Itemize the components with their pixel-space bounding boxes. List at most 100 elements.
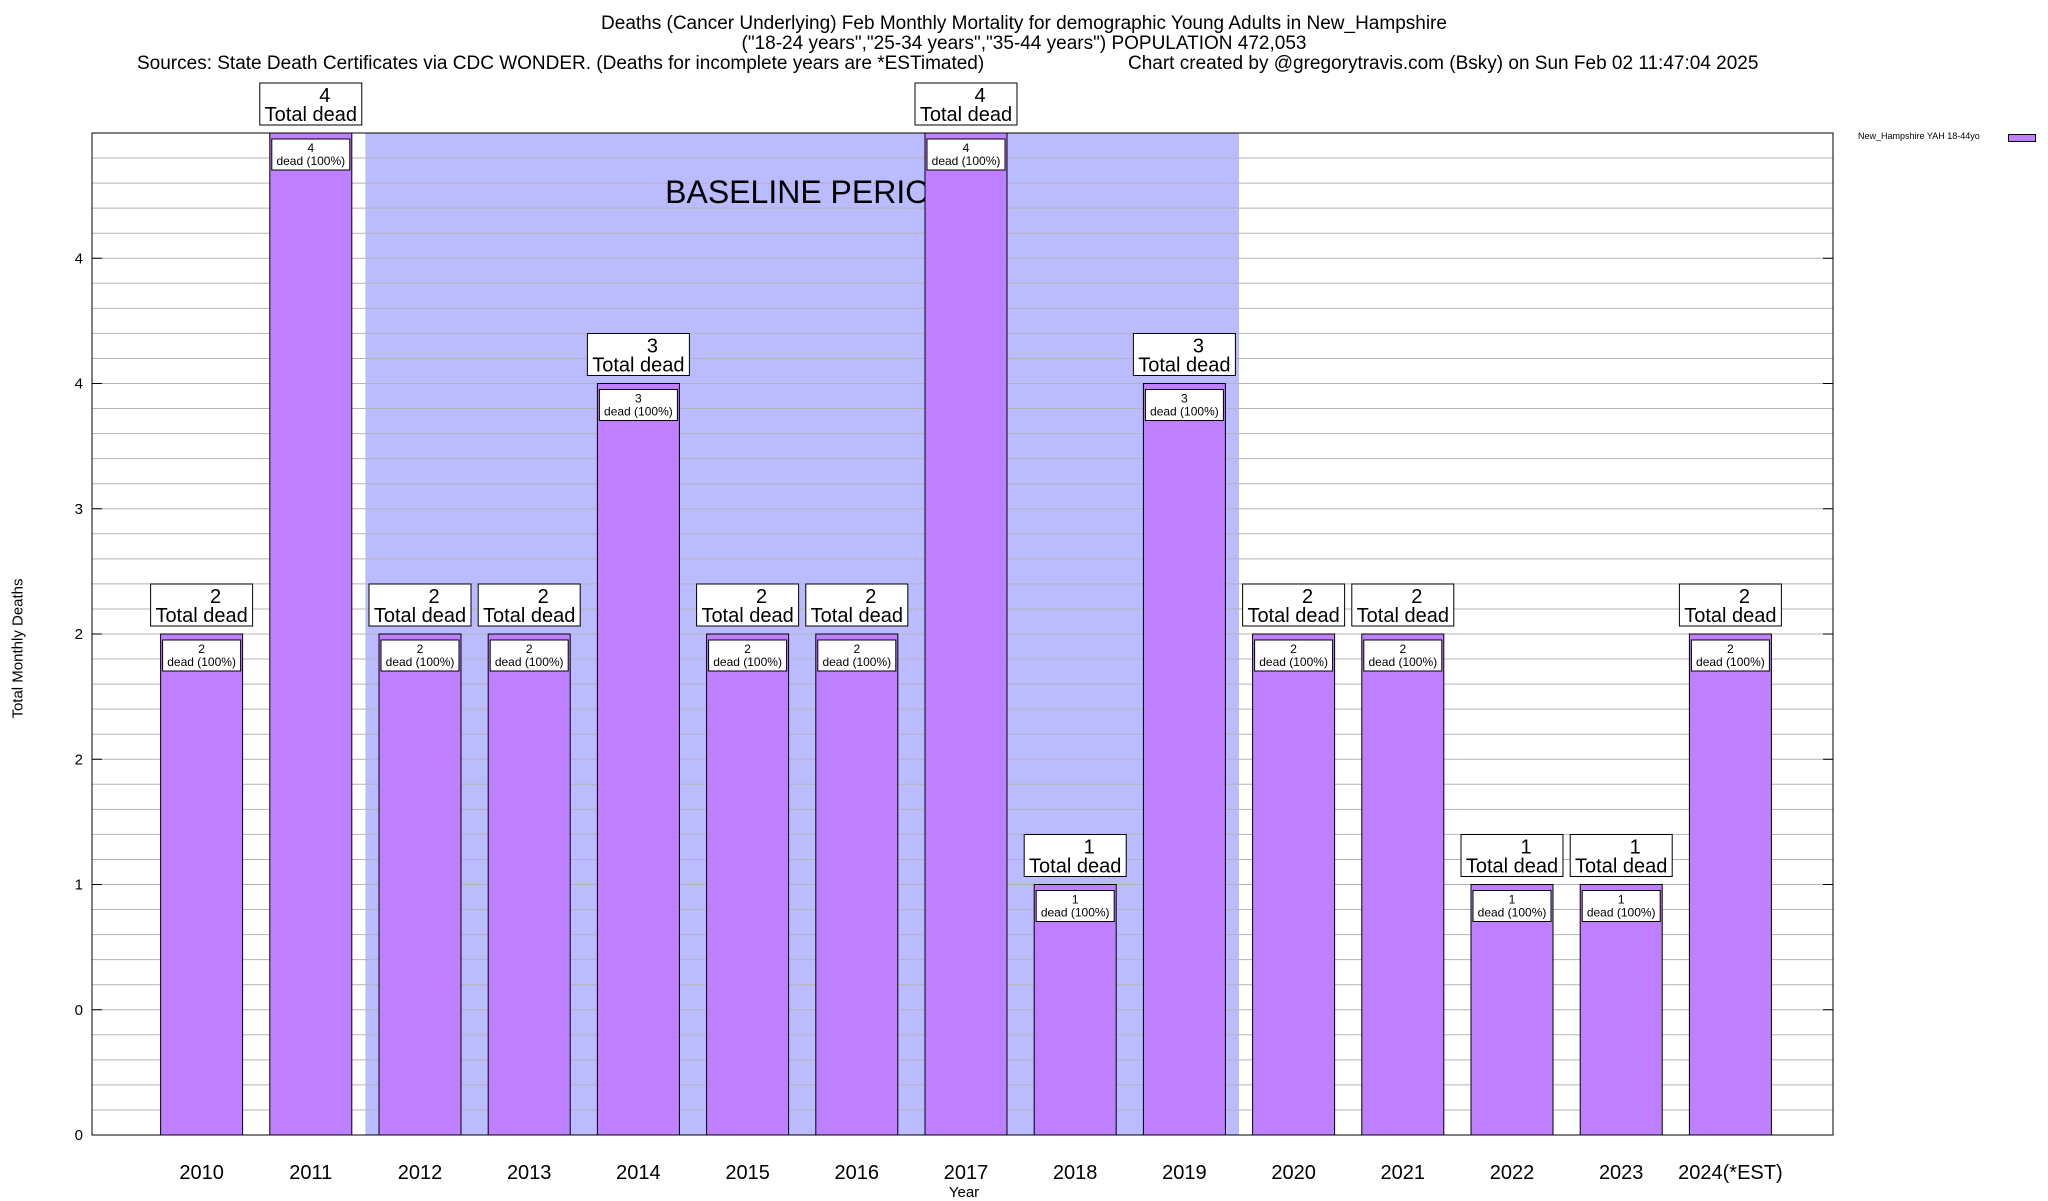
- bar-inner-label: dead (100%): [822, 655, 891, 669]
- bar-inner-label: dead (100%): [1478, 906, 1547, 920]
- bar-top-label: Total dead: [374, 605, 466, 627]
- bar-top-label-box: [368, 583, 472, 627]
- bar-inner-label-box: [817, 639, 897, 672]
- bar-top-count: 3: [647, 336, 658, 358]
- bar-inner-label-box: [708, 639, 788, 672]
- plot-frame: [91, 132, 1834, 1136]
- x-tick-label: 2024(*EST): [1678, 1162, 1783, 1184]
- bar-inner-label-box: [1254, 639, 1334, 672]
- bar: [706, 633, 790, 1136]
- x-tick-label: 2013: [507, 1162, 552, 1184]
- bar-top-label-box: [1023, 834, 1127, 877]
- bar-inner-label-box: [1144, 389, 1224, 421]
- bar-top-count: 2: [428, 586, 439, 608]
- bar-top-label: Total dead: [483, 605, 575, 627]
- bar-inner-count: 2: [198, 642, 205, 656]
- y-tick-label: 1: [75, 877, 83, 894]
- bar-inner-label-box: [1035, 890, 1115, 922]
- x-tick-label: 2015: [725, 1162, 770, 1184]
- x-tick-label: 2014: [616, 1162, 661, 1184]
- x-tick-label: 2023: [1599, 1162, 1644, 1184]
- bar: [1142, 383, 1226, 1136]
- bar-top-label-box: [477, 583, 581, 627]
- bar-inner-label: dead (100%): [1696, 655, 1765, 669]
- y-tick-label: 4: [75, 376, 83, 393]
- bar-inner-count: 2: [853, 642, 860, 656]
- legend-swatch: [2008, 134, 2036, 142]
- bar-inner-count: 2: [744, 642, 751, 656]
- bar-inner-label: dead (100%): [1368, 655, 1437, 669]
- bar: [596, 383, 680, 1136]
- x-tick-label: 2021: [1381, 1162, 1426, 1184]
- bar-inner-label: dead (100%): [167, 655, 236, 669]
- bar-top-label-box: [914, 82, 1018, 126]
- chart-credit: Chart created by @gregorytravis.com (Bsk…: [1128, 53, 1759, 74]
- bar-top-count: 4: [974, 85, 985, 107]
- bar-inner-count: 2: [1727, 642, 1734, 656]
- bar-top-count: 2: [538, 586, 549, 608]
- bar-top-label: Total dead: [592, 355, 684, 377]
- bar: [1688, 633, 1772, 1136]
- x-tick-label: 2018: [1053, 1162, 1098, 1184]
- x-tick-label: 2020: [1271, 1162, 1316, 1184]
- bar-top-count: 2: [1302, 586, 1313, 608]
- bar-inner-count: 4: [963, 141, 970, 155]
- bar: [487, 633, 571, 1136]
- bar-inner-count: 2: [1290, 642, 1297, 656]
- chart-title-line2: ("18-24 years","25-34 years","35-44 year…: [741, 33, 1307, 54]
- bar-inner-label-box: [380, 639, 460, 672]
- bar-top-label-box: [1569, 834, 1673, 877]
- bar: [1252, 633, 1336, 1136]
- bar-inner-label-box: [1581, 890, 1661, 922]
- bar-top-count: 4: [319, 85, 330, 107]
- x-tick-label: 2022: [1490, 1162, 1535, 1184]
- bar-inner-label-box: [162, 639, 242, 672]
- bar: [269, 132, 353, 1136]
- y-tick-label: 0: [75, 1127, 83, 1144]
- bar-top-label-box: [1678, 583, 1782, 627]
- y-tick-label: 3: [75, 501, 83, 518]
- bar-inner-label: dead (100%): [1041, 906, 1110, 920]
- bar-inner-label: dead (100%): [713, 655, 782, 669]
- bar-top-count: 2: [1739, 586, 1750, 608]
- bar-inner-count: 3: [635, 392, 642, 406]
- bar-inner-count: 2: [1399, 642, 1406, 656]
- bar-inner-label-box: [926, 138, 1006, 171]
- bar-top-count: 3: [1193, 336, 1204, 358]
- bar-top-label: Total dead: [1684, 605, 1776, 627]
- x-tick-label: 2019: [1162, 1162, 1207, 1184]
- bar-inner-label: dead (100%): [604, 405, 673, 419]
- bar-top-label-box: [150, 583, 254, 627]
- bar-top-label-box: [259, 82, 363, 126]
- x-tick-label: 2017: [944, 1162, 989, 1184]
- bar: [1033, 884, 1117, 1136]
- bar-top-label: Total dead: [1357, 605, 1449, 627]
- bar-inner-count: 2: [417, 642, 424, 656]
- x-axis-label: Year: [948, 1184, 980, 1201]
- bar-inner-label-box: [1472, 890, 1552, 922]
- bar-top-count: 2: [1411, 586, 1422, 608]
- bar-top-label: Total dead: [920, 104, 1012, 126]
- bar-top-count: 1: [1630, 837, 1641, 859]
- legend-label: New_Hampshire YAH 18-44yo: [1858, 131, 1980, 141]
- bar-top-count: 1: [1084, 837, 1095, 859]
- bar: [1470, 884, 1554, 1136]
- chart-sources: Sources: State Death Certificates via CD…: [137, 53, 985, 74]
- bar-inner-label: dead (100%): [932, 154, 1001, 168]
- bar-top-label: Total dead: [701, 605, 793, 627]
- bar-top-label-box: [1242, 583, 1346, 627]
- bar-top-label-box: [1351, 583, 1455, 627]
- bar-top-count: 2: [210, 586, 221, 608]
- bar-top-count: 1: [1520, 837, 1531, 859]
- bar-inner-label: dead (100%): [386, 655, 455, 669]
- bar-top-label: Total dead: [155, 605, 247, 627]
- bar-inner-count: 1: [1509, 893, 1516, 907]
- bar-inner-label: dead (100%): [495, 655, 564, 669]
- chart-title-line1: Deaths (Cancer Underlying) Feb Monthly M…: [601, 13, 1447, 34]
- bar-top-label-box: [1460, 834, 1564, 877]
- bar-top-label-box: [696, 583, 800, 627]
- bar-inner-label: dead (100%): [1150, 405, 1219, 419]
- bar-inner-label-box: [489, 639, 569, 672]
- bar-top-label: Total dead: [265, 104, 357, 126]
